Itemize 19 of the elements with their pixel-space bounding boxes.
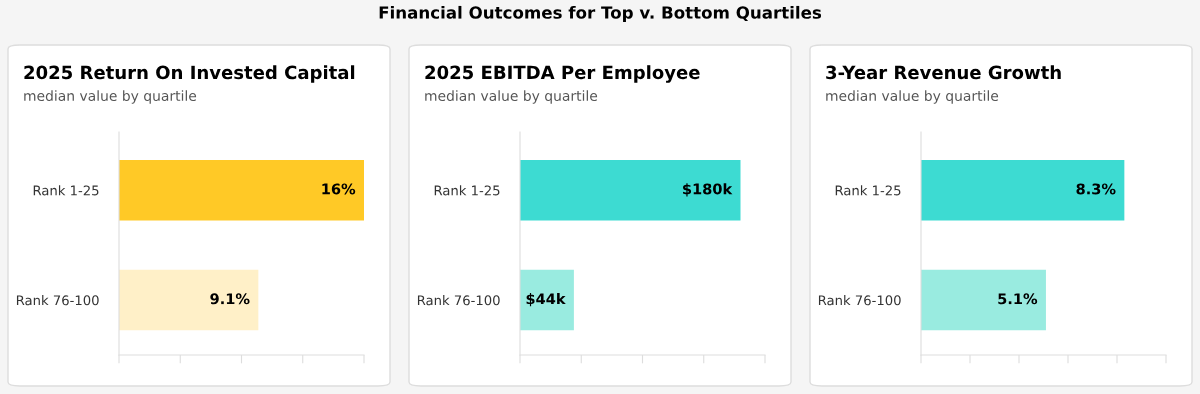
data-label: 8.3% [1076,183,1116,195]
y-tick-label: Rank 1-25 [434,185,500,196]
chart-title: 2025 EBITDA Per Employee [425,65,700,83]
text: Financial Outcomes for Top v. Bottom Quartiles [379,5,822,23]
chart-subtitle: median value by quartile [826,90,999,104]
data-label: 9.1% [210,293,250,305]
y-tick-label: Rank 76-100 [16,295,99,306]
data-label: $180k [683,183,733,197]
y-tick-label: Rank 76-100 [818,295,901,306]
data-label: 5.1% [998,293,1038,305]
chart-subtitle: median value by quartile [425,90,598,104]
chart-subtitle: median value by quartile [24,90,197,104]
data-label: $44k [526,293,566,307]
data-label: 16% [322,183,356,195]
y-tick-label: Rank 1-25 [835,185,901,196]
y-tick-label: Rank 76-100 [417,295,500,306]
chart-title: 2025 Return On Invested Capital [24,65,355,83]
y-tick-label: Rank 1-25 [33,185,99,196]
chart-title: 3-Year Revenue Growth [826,65,1061,80]
